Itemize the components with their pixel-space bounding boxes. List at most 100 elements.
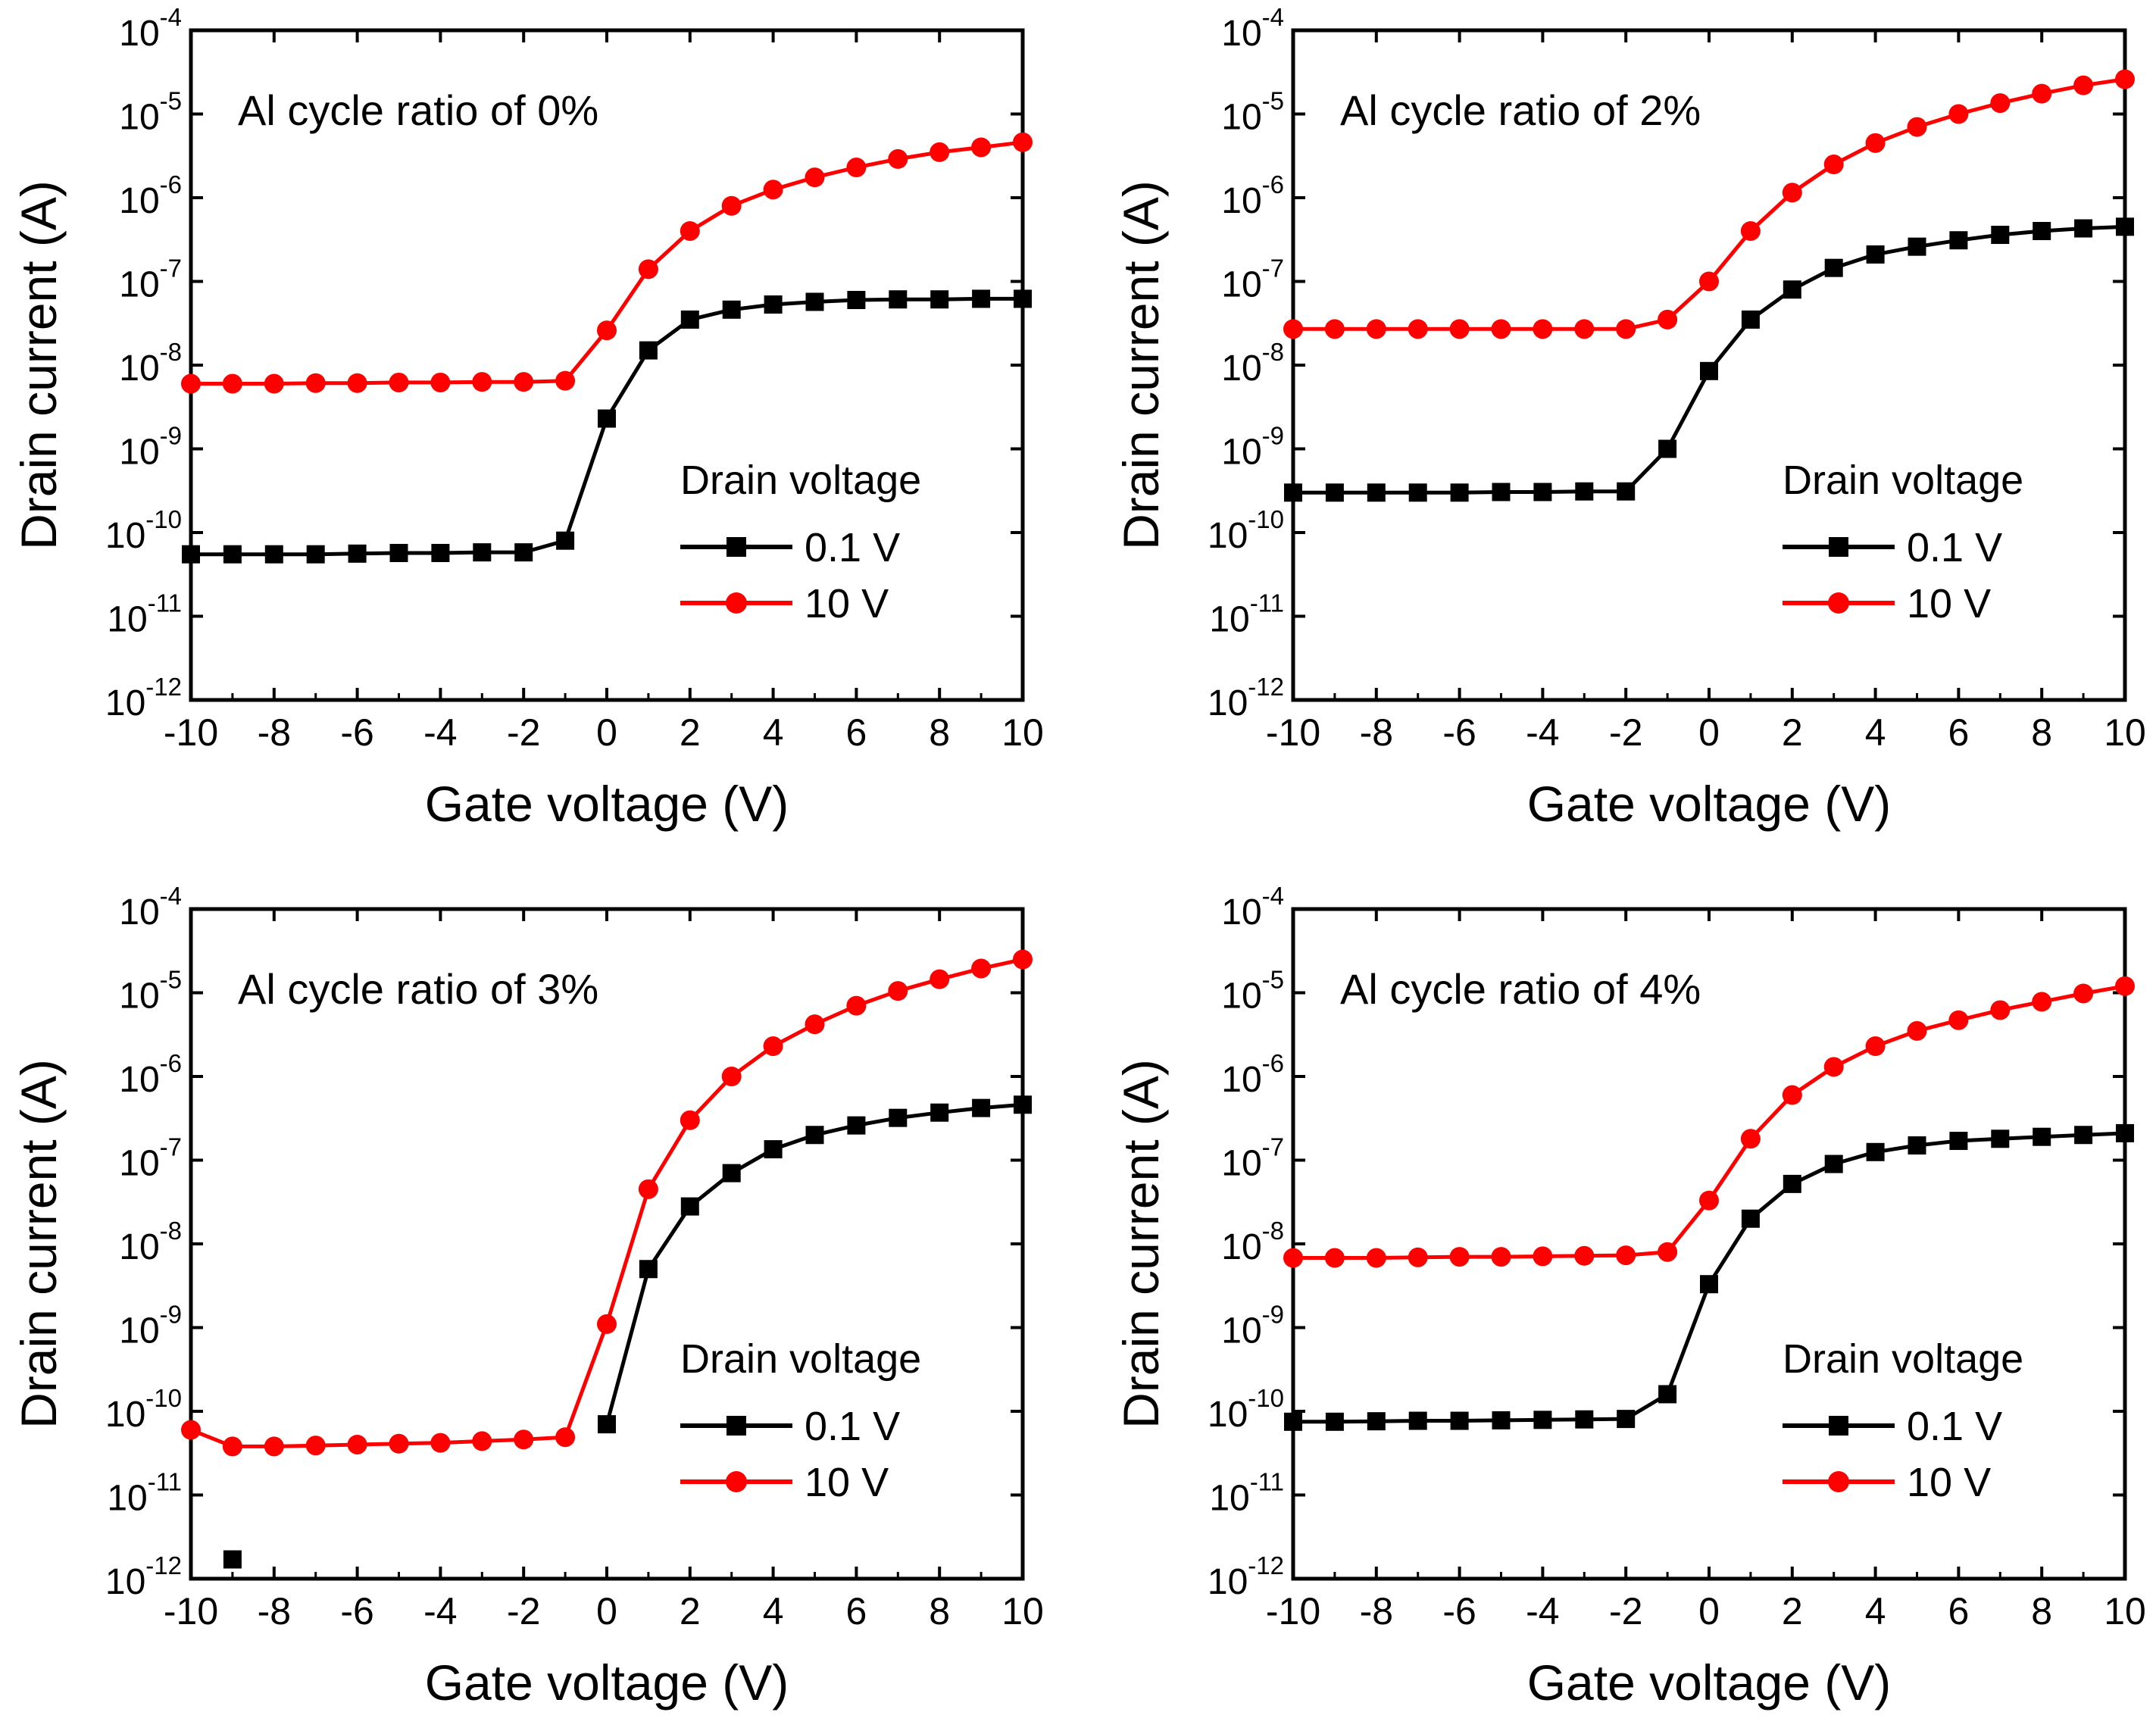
y-tick-label: 10-4 [1221,3,1284,54]
x-tick-label: 0 [596,1590,617,1632]
data-point-square [1741,310,1760,329]
data-point-circle [597,1314,617,1334]
panel-title: Al cycle ratio of 4% [1340,965,1701,1013]
y-tick-exponent: -5 [160,966,182,994]
data-point-circle [347,1434,367,1454]
data-point-circle [472,372,492,392]
data-point-circle [1740,1129,1761,1149]
y-tick-label: 10-10 [1208,505,1284,556]
data-point-square [972,289,991,308]
x-tick-label: -10 [164,1590,218,1632]
y-tick-exponent: -10 [1248,1384,1284,1412]
legend-marker-square [726,1416,746,1436]
y-tick-exponent: -4 [160,882,182,910]
data-point-circle [305,1436,326,1456]
x-tick-label: 2 [680,1590,701,1632]
data-point-square [2074,219,2093,238]
x-tick-label: 10 [2104,1590,2146,1632]
data-point-circle [2115,69,2135,89]
y-tick-label: 10-5 [1221,966,1284,1017]
chart-panel-1: -10 -8 -6 -4 -2 0 2 4 6 8 1010-1210-1110-1010-910-… [11,3,1044,832]
data-point-circle [1366,1248,1386,1268]
legend-entry-label: 0.1 V [1907,525,2002,570]
data-point-square [1492,1411,1511,1429]
data-point-circle [1013,132,1033,152]
data-point-square [2033,221,2051,240]
data-point-circle [805,167,825,188]
x-tick-label: 10 [2104,711,2146,754]
y-tick-exponent: -7 [160,255,182,283]
series-drain-10V [1283,976,2135,1268]
data-point-square [805,292,824,311]
data-point-square [1367,1412,1386,1431]
legend-entry-label: 10 V [1907,1460,1991,1505]
data-point-square [2116,1123,2134,1142]
data-point-square [2074,1126,2093,1145]
data-point-circle [846,158,867,178]
series-drain-0-1V [1284,1123,2134,1431]
data-point-circle [763,1036,783,1057]
data-point-square [223,1550,242,1569]
x-tick-label: -8 [1360,1590,1393,1632]
data-point-circle [430,1433,451,1453]
data-point-circle [264,1436,284,1457]
y-tick-label: 10-11 [107,589,182,640]
data-point-circle [1491,1247,1511,1267]
data-point-square [1700,361,1718,380]
data-point-circle [1449,319,1470,339]
y-tick-label: 10-9 [119,422,182,473]
data-point-square [1824,258,1843,277]
data-point-square [1658,1385,1677,1404]
data-point-square [889,290,908,309]
y-tick-exponent: -7 [1262,255,1284,283]
y-tick-label: 10-6 [1221,1049,1284,1100]
x-axis-title: Gate voltage (V) [425,1654,789,1711]
y-tick-label: 10-8 [1221,338,1284,389]
data-point-circle [1449,1247,1470,1267]
data-point-circle [1408,1247,1428,1267]
data-point-square [680,1197,699,1216]
y-tick-label: 10-6 [119,1049,182,1100]
x-tick-label: 2 [680,711,701,754]
x-axis-title: Gate voltage (V) [425,776,789,832]
legend-marker-square [726,537,746,557]
data-point-circle [181,373,201,394]
data-point-square [223,545,242,564]
data-point-circle [1782,183,1802,203]
x-tick-label: 0 [1698,1590,1720,1632]
y-axis-title: Drain current (A) [1113,180,1169,550]
data-point-circle [1699,1190,1719,1211]
data-point-square [764,295,783,314]
x-tick-label: -8 [258,711,291,754]
series-line [191,140,1023,386]
data-point-circle [222,1436,242,1457]
y-tick-label: 10-4 [119,3,182,54]
x-tick-label: 2 [1782,1590,1803,1632]
data-point-square [1824,1154,1843,1173]
y-tick-label: 10-10 [105,1384,182,1435]
series-drain-10V [181,132,1033,394]
data-point-circle [1823,155,1844,175]
data-point-circle [1823,1057,1844,1077]
data-point-square [1991,226,2010,245]
data-point-square [1866,245,1885,264]
data-point-square [972,1098,991,1117]
data-point-square [1908,1136,1926,1155]
data-point-circle [181,1420,201,1440]
data-point-square [1617,1410,1636,1429]
data-point-circle [264,373,284,394]
data-point-square [930,1103,949,1122]
x-tick-label: -4 [423,1590,457,1632]
x-tick-label: -10 [1266,711,1320,754]
data-point-circle [1283,319,1303,339]
data-point-circle [514,372,534,392]
data-point-circle [389,372,409,392]
y-tick-exponent: -11 [148,1468,182,1496]
data-point-circle [680,1110,700,1130]
data-point-square [306,545,325,564]
data-point-square [1658,439,1677,458]
x-tick-label: 0 [596,711,617,754]
y-tick-label: 10-8 [1221,1217,1284,1267]
y-tick-exponent: -10 [145,1384,182,1412]
data-point-circle [1616,319,1636,339]
